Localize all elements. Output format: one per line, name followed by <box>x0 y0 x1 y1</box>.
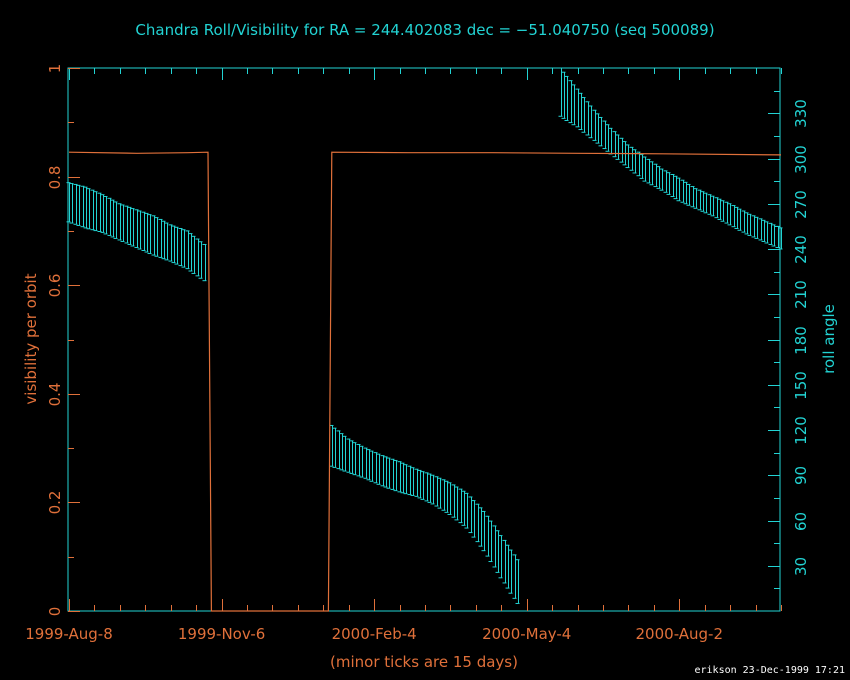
y-right-tick-label: 330 <box>792 99 810 128</box>
y-right-tick-label: 300 <box>792 145 810 174</box>
y-right-tick-label: 120 <box>792 416 810 445</box>
visibility-line <box>68 151 782 612</box>
x-axis-bottom: 1999-Aug-8 1999-Nov-6 2000-Feb-4 2000-May-4… <box>25 599 782 643</box>
plot-frame <box>67 67 781 612</box>
y-left-tick-label: 1 <box>46 64 64 74</box>
x-tick-label: 2000-May-4 <box>482 625 571 643</box>
x-axis-label: (minor ticks are 15 days) <box>330 653 518 671</box>
roll-angle-series <box>66 67 783 604</box>
x-tick-label: 2000-Feb-4 <box>332 625 417 643</box>
y-left-tick-label: 0.6 <box>46 274 64 298</box>
x-tick-label: 2000-Aug-2 <box>636 625 724 643</box>
y-left-tick-label: 0.2 <box>46 491 64 515</box>
y-left-tick-label: 0.8 <box>46 166 64 190</box>
y-right-tick-label: 30 <box>792 557 810 576</box>
y-right-tick-label: 150 <box>792 371 810 400</box>
y-right-tick-label: 60 <box>792 512 810 531</box>
y-axis-left-label: visibility per orbit <box>22 273 40 404</box>
y-right-tick-label: 180 <box>792 326 810 355</box>
x-tick-label: 1999-Nov-6 <box>178 625 265 643</box>
y-axis-right: 30 60 90 120 150 180 210 240 270 300 330 <box>768 91 810 589</box>
y-right-tick-label: 210 <box>792 280 810 309</box>
y-right-tick-label: 90 <box>792 466 810 485</box>
y-right-tick-label: 270 <box>792 190 810 219</box>
chart-title: Chandra Roll/Visibility for RA = 244.402… <box>135 21 714 39</box>
x-axis-top-ticks <box>69 68 782 80</box>
y-left-tick-label: 0 <box>46 607 64 617</box>
y-left-tick-label: 0.4 <box>46 383 64 407</box>
y-right-tick-label: 240 <box>792 235 810 264</box>
y-axis-right-label: roll angle <box>820 304 838 374</box>
footer-signature: erikson 23-Dec-1999 17:21 <box>694 665 845 676</box>
visibility-series <box>68 151 782 612</box>
y-axis-left: 0 0.2 0.4 0.6 0.8 1 <box>46 64 80 617</box>
x-tick-label: 1999-Aug-8 <box>25 625 113 643</box>
